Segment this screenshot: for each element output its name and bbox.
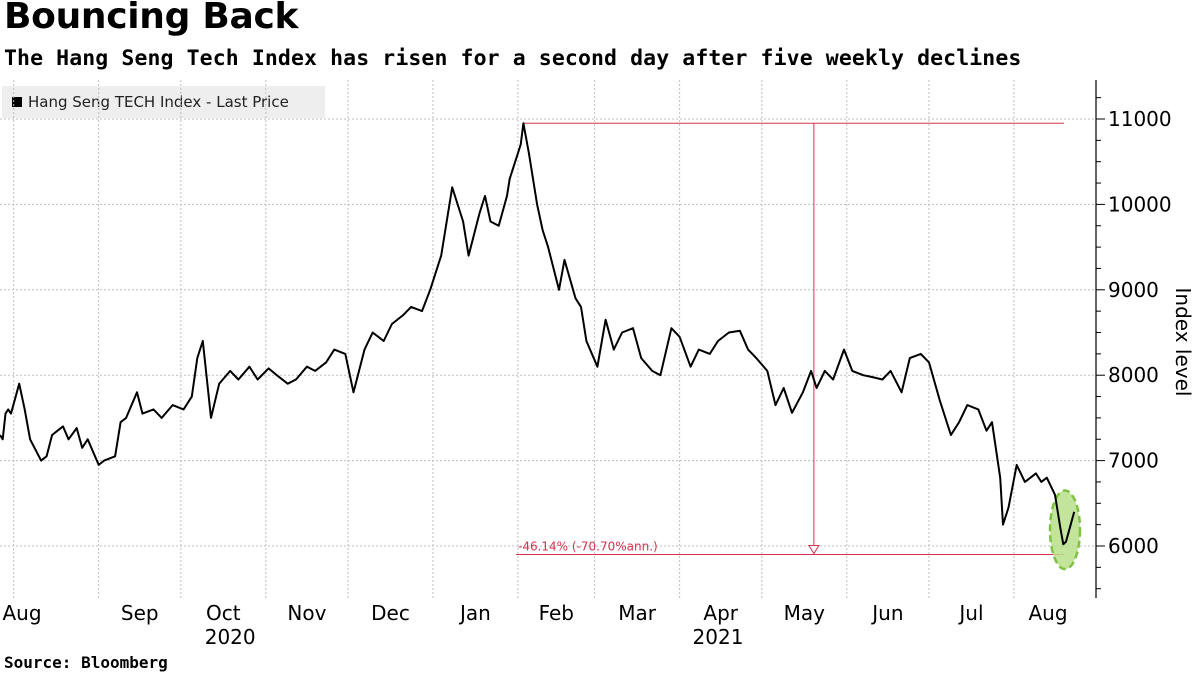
y-tick-label: 9000	[1108, 278, 1159, 302]
x-tick-label: Mar	[618, 601, 657, 625]
x-tick-label: Dec	[371, 601, 410, 625]
y-tick-label: 11000	[1108, 107, 1172, 131]
x-tick-label: Oct	[206, 601, 241, 625]
source-note: Source: Bloomberg	[4, 653, 168, 672]
chart-title: Bouncing Back	[4, 0, 299, 37]
change-arrow-head	[807, 545, 820, 555]
legend-label: Hang Seng TECH Index - Last Price	[28, 93, 289, 111]
x-year-label: 2020	[205, 625, 256, 649]
y-axis-title: Index level	[1171, 288, 1195, 397]
x-tick-label: Jul	[957, 601, 983, 625]
x-tick-label: Apr	[703, 601, 738, 625]
y-tick-label: 10000	[1108, 192, 1172, 216]
legend: Hang Seng TECH Index - Last Price	[2, 86, 325, 118]
series-line-hang-seng-tech	[0, 122, 1076, 546]
y-tick-label: 6000	[1108, 534, 1159, 558]
x-tick-label: Aug	[2, 601, 41, 625]
x-tick-label: May	[784, 601, 826, 625]
x-tick-label: Aug	[1028, 601, 1067, 625]
highlight-ellipse	[1048, 489, 1082, 571]
x-year-label: 2021	[693, 625, 744, 649]
x-tick-label: Jun	[870, 601, 903, 625]
x-tick-label: Sep	[121, 601, 159, 625]
x-tick-label: Jan	[458, 601, 491, 625]
y-tick-label: 7000	[1108, 449, 1159, 473]
legend-swatch	[12, 97, 22, 107]
chart-subtitle: The Hang Seng Tech Index has risen for a…	[4, 46, 1022, 71]
y-tick-label: 8000	[1108, 363, 1159, 387]
change-annotation-label: -46.14% (-70.70%ann.)	[518, 540, 658, 554]
x-tick-label: Feb	[539, 601, 574, 625]
x-tick-label: Nov	[287, 601, 326, 625]
